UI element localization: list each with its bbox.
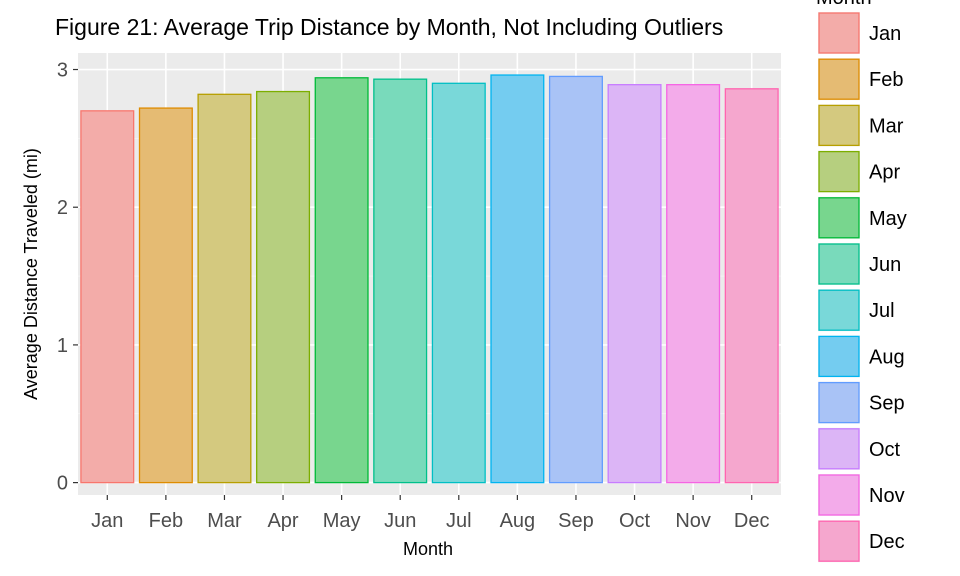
legend-swatch-jul: [818, 289, 860, 331]
legend: Jan Feb Mar Apr May Jun Jul Aug Sep Oct Nov Dec: [818, 12, 907, 563]
legend-swatch-feb: [818, 58, 860, 100]
bar-jan: [80, 110, 135, 484]
x-tick-label: Mar: [207, 510, 242, 532]
x-tick-label: Dec: [734, 510, 770, 532]
bar-dec: [724, 88, 779, 484]
bar-nov: [666, 84, 721, 484]
legend-label: Jun: [869, 254, 901, 276]
y-axis: 0 1 2 3: [57, 60, 78, 495]
bar-jul: [431, 82, 486, 484]
legend-label: Apr: [869, 162, 900, 184]
x-axis-label: Month: [403, 539, 453, 559]
x-tick-label: Jun: [384, 510, 416, 532]
bar-aug: [490, 74, 545, 484]
legend-label: Aug: [869, 346, 905, 368]
legend-swatch-oct: [818, 428, 860, 470]
x-tick-label: May: [323, 510, 361, 532]
x-tick-label: Nov: [675, 510, 711, 532]
x-tick-label: Feb: [149, 510, 183, 532]
x-tick-label: Oct: [619, 510, 651, 532]
bar-may: [314, 77, 369, 484]
bar-oct: [607, 84, 662, 484]
bar-sep: [548, 75, 603, 484]
x-tick-label: Sep: [558, 510, 594, 532]
bar-feb: [138, 107, 193, 484]
chart-title: Figure 21: Average Trip Distance by Mont…: [55, 14, 723, 40]
legend-label: Jul: [869, 300, 895, 322]
y-tick-label: 1: [57, 335, 68, 357]
bar-apr: [256, 90, 311, 484]
legend-label: Sep: [869, 393, 905, 415]
legend-label: Feb: [869, 69, 903, 91]
legend-label: Nov: [869, 485, 905, 507]
legend-swatch-jan: [818, 12, 860, 54]
bars: [80, 74, 779, 484]
legend-label: Mar: [869, 115, 904, 137]
y-tick-label: 2: [57, 197, 68, 219]
x-tick-label: Jul: [446, 510, 472, 532]
legend-swatch-aug: [818, 335, 860, 378]
legend-swatch-may: [818, 197, 860, 239]
legend-swatch-sep: [818, 381, 860, 424]
legend-swatch-jun: [818, 243, 860, 285]
legend-swatch-mar: [818, 104, 860, 147]
legend-label: May: [869, 208, 907, 230]
x-tick-label: Jan: [91, 510, 123, 532]
legend-swatch-dec: [818, 520, 860, 562]
x-axis: Jan Feb Mar Apr May Jun Jul Aug Sep Oct Nov Dec: [91, 495, 769, 532]
legend-label: Oct: [869, 439, 901, 461]
x-tick-label: Aug: [500, 510, 536, 532]
y-tick-label: 3: [57, 60, 68, 82]
minor-gridlines: [78, 137, 781, 415]
legend-label: Jan: [869, 23, 901, 45]
legend-swatch-nov: [818, 474, 860, 516]
y-tick-label: 0: [57, 473, 68, 495]
x-tick-label: Apr: [267, 510, 298, 532]
legend-swatch-apr: [818, 150, 860, 193]
y-axis-label: Average Distance Traveled (mi): [21, 148, 41, 400]
legend-title: Month: [816, 0, 872, 9]
bar-jun: [373, 78, 428, 484]
legend-label: Dec: [869, 531, 905, 553]
bar-mar: [197, 93, 252, 484]
plot-panel: [78, 53, 781, 495]
